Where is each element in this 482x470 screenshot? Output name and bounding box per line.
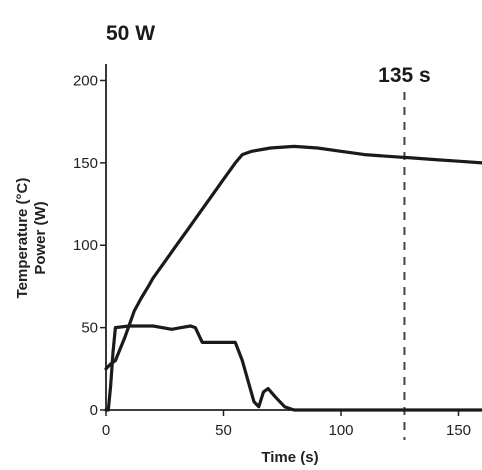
x-tick-label: 0 — [102, 422, 110, 439]
x-tick-label: 50 — [215, 422, 232, 439]
y-axis-title-power: Power (W) — [32, 201, 49, 274]
x-axis-title: Time (s) — [261, 449, 318, 466]
y-tick-label: 150 — [73, 155, 98, 172]
y-axis-title-temperature: Temperature (°C) — [14, 178, 31, 299]
y-tick-label: 100 — [73, 237, 98, 254]
x-tick-label: 100 — [328, 422, 353, 439]
x-tick-label: 150 — [446, 422, 471, 439]
temperature-series-line — [104, 144, 482, 371]
y-tick-label: 200 — [73, 72, 98, 89]
y-tick-label: 0 — [90, 402, 98, 419]
annotation-label: 135 s — [378, 64, 431, 87]
y-tick-label: 50 — [81, 320, 98, 337]
y-ticks: 0 50 100 150 200 — [73, 72, 106, 419]
x-ticks: 0 50 100 150 — [102, 410, 471, 439]
plot-frame — [105, 64, 482, 411]
chart-title: 50 W — [106, 22, 155, 45]
power-series-line — [104, 324, 482, 412]
